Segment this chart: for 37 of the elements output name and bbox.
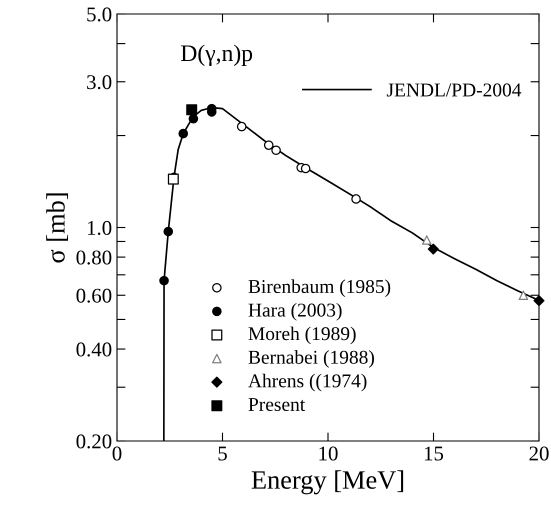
legend-label: Moreh (1989) bbox=[248, 326, 356, 344]
point bbox=[159, 276, 169, 286]
x-tick-label: 0 bbox=[112, 446, 122, 461]
y-tick-label: 0.40 bbox=[76, 342, 112, 357]
point bbox=[271, 145, 281, 156]
legend-label: Birenbaum (1985) bbox=[248, 279, 390, 298]
point bbox=[533, 295, 545, 306]
y-tick-label: 0.60 bbox=[76, 288, 112, 303]
point bbox=[518, 290, 528, 300]
legend-label: Present bbox=[248, 398, 306, 412]
legend-label: Bernabei (1988) bbox=[248, 350, 374, 368]
point bbox=[178, 128, 188, 138]
x-tick-label: 5 bbox=[218, 446, 227, 461]
x-tick-label: 15 bbox=[424, 446, 444, 461]
point bbox=[428, 244, 439, 255]
y-tick-label: 1.0 bbox=[88, 220, 112, 236]
point bbox=[351, 194, 361, 204]
point bbox=[236, 122, 246, 132]
x-tick-label: 10 bbox=[319, 446, 338, 461]
y-tick-label: 0.20 bbox=[76, 434, 112, 449]
legend-label: JENDL/PD-2004 bbox=[386, 83, 522, 97]
y-tick-label: 0.80 bbox=[76, 250, 112, 265]
point bbox=[168, 174, 179, 185]
y-axis-title: σ [mb] bbox=[46, 193, 68, 263]
annotation: D(γ,n)p bbox=[180, 44, 252, 66]
x-tick-label: 20 bbox=[530, 446, 549, 461]
point bbox=[163, 226, 174, 236]
legend-label: Hara (2003) bbox=[248, 302, 342, 321]
point bbox=[188, 114, 198, 124]
legend-label: Ahrens ((1974) bbox=[248, 374, 366, 392]
point bbox=[186, 104, 198, 116]
x-axis-title: Energy [MeV] bbox=[252, 470, 404, 494]
point bbox=[422, 235, 432, 245]
y-tick-label: 3.0 bbox=[87, 75, 112, 90]
point bbox=[300, 164, 310, 174]
y-tick-label: 5.0 bbox=[87, 7, 112, 22]
point bbox=[264, 140, 274, 150]
